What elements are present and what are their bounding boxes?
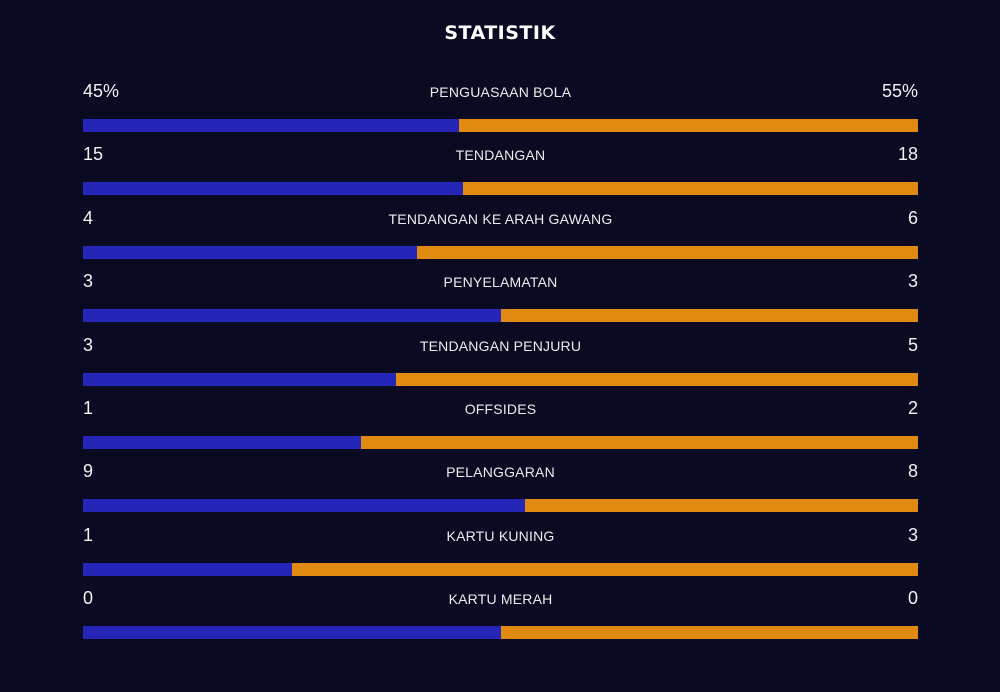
stat-row-2: 15 TENDANGAN 18 (83, 143, 918, 206)
home-bar-segment (83, 119, 459, 132)
home-bar-segment (83, 309, 501, 323)
home-bar-segment (83, 626, 501, 640)
stat-header: 3 TENDANGAN PENJURU 5 (83, 334, 918, 360)
stat-row-8: 1 KARTU KUNING 3 (83, 524, 918, 587)
stat-label: TENDANGAN PENJURU (419, 337, 582, 354)
away-bar-segment (291, 562, 918, 576)
stat-label: TENDANGAN KE ARAH GAWANG (388, 210, 613, 227)
stat-header: 45% PENGUASAAN BOLA 55% (83, 80, 918, 106)
away-value: 8 (907, 461, 918, 482)
home-value: 1 (83, 397, 94, 418)
away-bar-segment (417, 245, 918, 259)
stats-title: STATISTIK (444, 22, 556, 44)
stats-list: 45% PENGUASAAN BOLA 55% 15 TENDANGAN 18 … (83, 80, 918, 651)
away-bar-segment (396, 372, 918, 386)
away-bar-segment (500, 309, 918, 323)
stat-header: 1 OFFSIDES 2 (83, 397, 918, 423)
stat-label: KARTU MERAH (448, 591, 553, 608)
away-bar-segment (361, 435, 918, 449)
stat-header: 4 TENDANGAN KE ARAH GAWANG 6 (83, 207, 918, 233)
stat-header: 15 TENDANGAN 18 (83, 143, 918, 169)
comparison-bar (83, 499, 918, 513)
away-value: 0 (907, 588, 918, 609)
stat-row-7: 9 PELANGGARAN 8 (83, 460, 918, 523)
home-value: 1 (83, 524, 94, 545)
comparison-bar (83, 119, 918, 132)
home-value: 3 (83, 271, 94, 292)
away-value: 2 (907, 397, 918, 418)
stat-label: PENGUASAAN BOLA (429, 84, 572, 100)
stat-label: KARTU KUNING (446, 527, 555, 544)
comparison-bar (83, 435, 918, 449)
stat-label: TENDANGAN (455, 147, 546, 164)
comparison-bar (83, 562, 918, 576)
away-bar-segment (500, 626, 918, 640)
comparison-bar (83, 626, 918, 640)
home-value: 9 (83, 461, 94, 482)
away-bar-segment (462, 182, 918, 196)
away-value: 6 (907, 207, 918, 228)
away-value: 3 (907, 524, 918, 545)
stat-header: 1 KARTU KUNING 3 (83, 524, 918, 550)
stat-row-1: 45% PENGUASAAN BOLA 55% (83, 80, 918, 143)
home-bar-segment (83, 435, 362, 449)
stat-header: 3 PENYELAMATAN 3 (83, 270, 918, 296)
comparison-bar (83, 309, 918, 323)
home-bar-segment (83, 245, 417, 259)
home-value: 45% (83, 81, 120, 101)
stat-header: 9 PELANGGARAN 8 (83, 460, 918, 486)
comparison-bar (83, 182, 918, 196)
comparison-bar (83, 245, 918, 259)
away-value: 3 (907, 271, 918, 292)
stat-label: OFFSIDES (464, 400, 537, 417)
stat-label: PELANGGARAN (446, 464, 555, 481)
home-value: 15 (83, 144, 104, 165)
home-bar-segment (83, 562, 292, 576)
home-bar-segment (83, 182, 463, 196)
away-value: 55% (881, 81, 918, 101)
home-value: 4 (83, 207, 94, 228)
away-value: 18 (897, 144, 918, 165)
away-bar-segment (525, 499, 918, 513)
home-bar-segment (83, 372, 397, 386)
away-bar-segment (458, 119, 918, 132)
stat-row-4: 3 PENYELAMATAN 3 (83, 270, 918, 333)
home-value: 0 (83, 588, 94, 609)
stat-header: 0 KARTU MERAH 0 (83, 587, 918, 613)
stat-row-5: 3 TENDANGAN PENJURU 5 (83, 334, 918, 397)
away-value: 5 (907, 334, 918, 355)
stat-row-3: 4 TENDANGAN KE ARAH GAWANG 6 (83, 207, 918, 270)
stat-row-9: 0 KARTU MERAH 0 (83, 587, 918, 650)
stat-row-6: 1 OFFSIDES 2 (83, 397, 918, 460)
comparison-bar (83, 372, 918, 386)
stat-label: PENYELAMATAN (443, 274, 558, 291)
home-value: 3 (83, 334, 94, 355)
home-bar-segment (83, 499, 526, 513)
